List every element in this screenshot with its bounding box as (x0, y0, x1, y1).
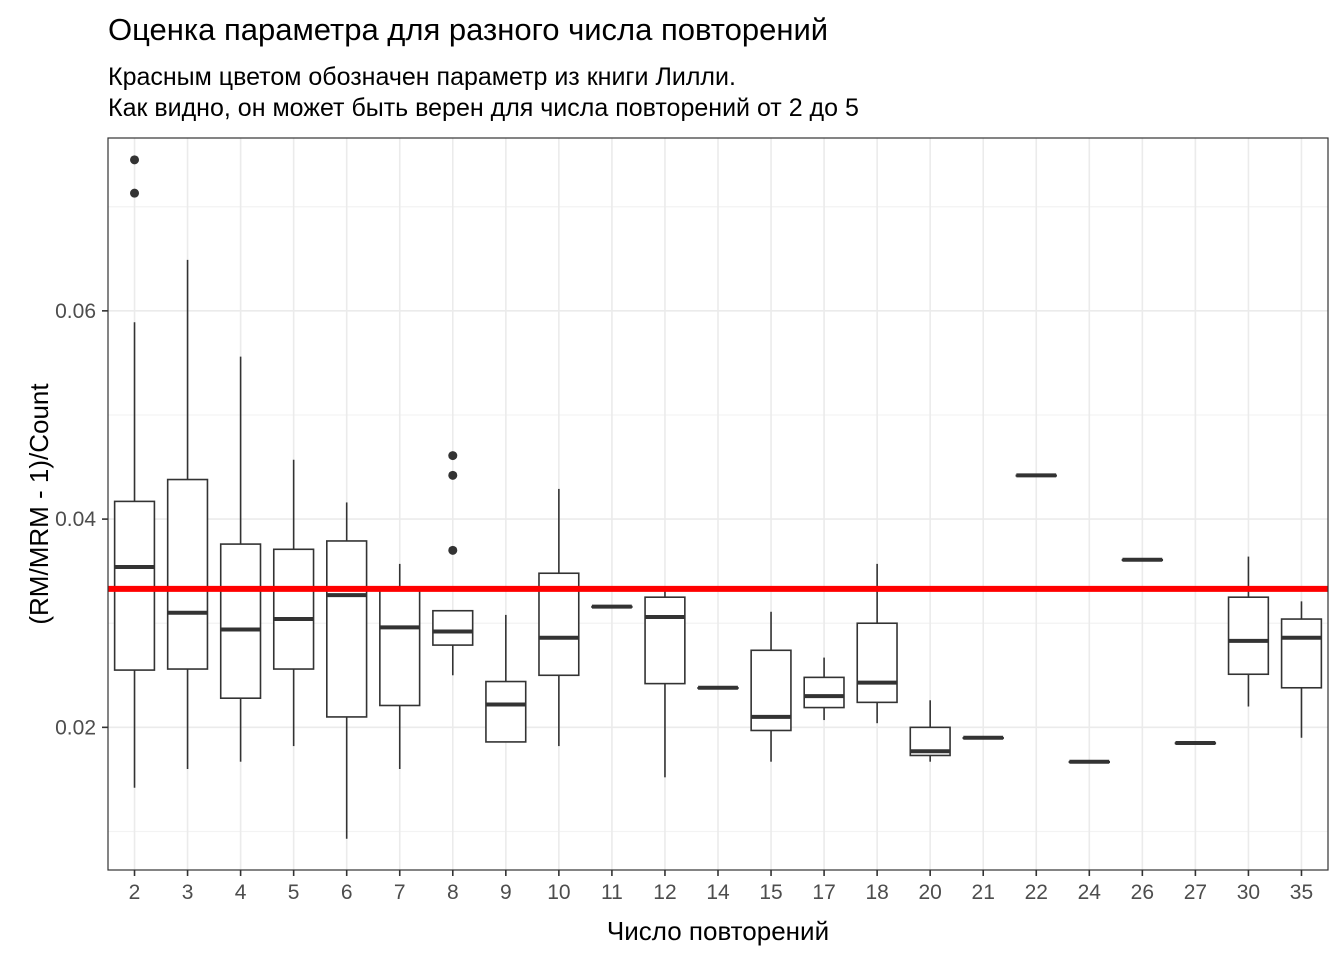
box-20 (909, 700, 951, 762)
box-6 (326, 502, 368, 839)
x-tick-label: 18 (865, 881, 888, 904)
y-axis-ticks: 0.02 0.04 0.06 (55, 300, 108, 739)
box-12 (644, 588, 686, 778)
box-body (856, 622, 898, 704)
box-30 (1227, 556, 1270, 707)
x-tick-label: 10 (547, 881, 570, 904)
x-tick-label: 7 (394, 881, 406, 904)
x-tick-label: 5 (288, 881, 300, 904)
box-11 (591, 604, 633, 609)
y-tick-label: 0.04 (55, 508, 96, 531)
box-body (379, 588, 421, 707)
x-tick-label: 2 (129, 881, 141, 904)
x-axis-title: Число повторений (607, 916, 829, 946)
y-tick-label: 0.02 (55, 716, 96, 739)
box-26 (1121, 557, 1164, 562)
y-tick-label: 0.06 (55, 300, 96, 323)
box-body (485, 680, 527, 743)
outlier-point (448, 470, 458, 480)
x-tick-label: 22 (1025, 881, 1048, 904)
box-body (1227, 596, 1270, 676)
outlier-point (130, 188, 140, 198)
x-tick-label: 6 (341, 881, 353, 904)
chart-title: Оценка параметра для разного числа повто… (108, 12, 828, 47)
x-tick-label: 35 (1290, 881, 1313, 904)
box-21 (962, 735, 1004, 740)
box-35 (1280, 601, 1323, 738)
x-tick-label: 11 (601, 881, 623, 904)
outlier-point (448, 545, 458, 555)
box-body (219, 543, 262, 699)
box-3 (166, 259, 209, 769)
box-9 (485, 614, 527, 743)
x-tick-label: 3 (182, 881, 194, 904)
x-tick-label: 9 (500, 881, 512, 904)
box-24 (1068, 759, 1110, 764)
box-14 (697, 685, 739, 690)
box-body (326, 540, 368, 718)
x-tick-label: 12 (653, 881, 676, 904)
box-body (1280, 618, 1323, 689)
box-body (803, 676, 845, 709)
box-2 (113, 155, 156, 788)
x-tick-label: 8 (447, 881, 459, 904)
box-18 (856, 563, 898, 724)
box-body (644, 596, 686, 685)
box-17 (803, 657, 845, 721)
box-body (432, 609, 474, 646)
y-axis-title: (RM/MRM - 1)/Count (24, 383, 54, 625)
x-tick-label: 4 (235, 881, 247, 904)
x-tick-label: 27 (1184, 881, 1207, 904)
x-tick-label: 14 (706, 881, 730, 904)
box-22 (1015, 473, 1057, 478)
x-tick-label: 30 (1237, 881, 1260, 904)
box-15 (750, 611, 792, 762)
x-axis-ticks: 2 3 4 5 6 7 8 9 10 11 12 14 15 17 18 20 21 22 24 26 27 30 35 (129, 870, 1313, 904)
x-tick-label: 15 (759, 881, 782, 904)
outlier-point (130, 155, 140, 165)
x-tick-label: 17 (812, 881, 835, 904)
x-tick-label: 20 (918, 881, 941, 904)
box-4 (219, 356, 262, 762)
box-body (166, 478, 209, 670)
outlier-point (448, 451, 458, 461)
box-27 (1174, 740, 1217, 745)
box-body (113, 500, 156, 671)
box-7 (379, 563, 421, 769)
box-body (272, 548, 315, 670)
x-tick-label: 21 (972, 881, 995, 904)
chart-subtitle-line-1: Красным цветом обозначен параметр из кни… (108, 63, 736, 91)
chart-subtitle-line-2: Как видно, он может быть верен для числа… (108, 94, 859, 122)
boxes (113, 155, 1323, 839)
box-5 (272, 459, 315, 747)
x-tick-label: 24 (1078, 881, 1102, 904)
box-8 (432, 451, 474, 676)
x-tick-label: 26 (1131, 881, 1154, 904)
